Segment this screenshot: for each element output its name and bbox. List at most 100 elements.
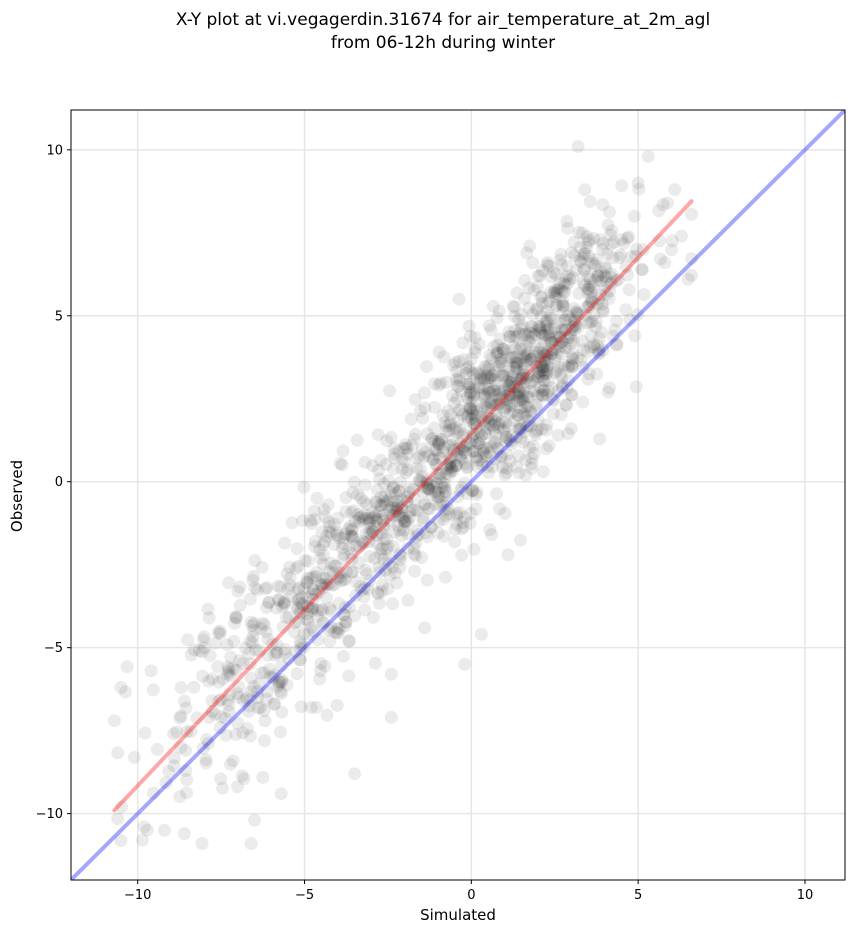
data-point <box>114 834 128 848</box>
data-point <box>202 674 216 688</box>
data-point <box>481 415 495 429</box>
data-point <box>348 767 362 781</box>
data-point <box>568 249 582 263</box>
data-point <box>180 786 194 800</box>
data-point <box>443 456 457 470</box>
data-point <box>396 511 410 525</box>
data-point <box>491 441 505 455</box>
data-point <box>468 413 482 427</box>
data-point <box>549 298 563 312</box>
data-point <box>412 449 426 463</box>
data-point <box>389 487 403 501</box>
data-point <box>127 750 141 764</box>
data-point <box>177 694 191 708</box>
data-point <box>396 511 410 525</box>
data-point <box>432 486 446 500</box>
data-point <box>211 660 225 674</box>
data-point <box>291 582 305 596</box>
data-point <box>483 349 497 363</box>
data-point <box>463 377 477 391</box>
data-point <box>501 388 515 402</box>
data-point <box>492 385 506 399</box>
data-point <box>422 482 436 496</box>
data-point <box>455 480 469 494</box>
data-point <box>296 514 310 528</box>
data-point <box>366 610 380 624</box>
data-point <box>482 319 496 333</box>
data-point <box>551 428 565 442</box>
data-point <box>261 596 275 610</box>
data-point <box>577 248 591 262</box>
data-point <box>492 420 506 434</box>
data-point <box>451 413 465 427</box>
data-point <box>383 384 397 398</box>
data-point <box>459 362 473 376</box>
data-point <box>374 547 388 561</box>
data-point <box>441 439 455 453</box>
data-point <box>438 485 452 499</box>
data-point <box>251 701 265 715</box>
data-point <box>353 580 367 594</box>
data-point <box>501 419 515 433</box>
data-point <box>274 687 288 701</box>
data-point <box>383 514 397 528</box>
data-point <box>550 363 564 377</box>
data-point <box>479 397 493 411</box>
data-point <box>377 521 391 535</box>
data-point <box>553 368 567 382</box>
data-point <box>498 382 512 396</box>
data-point <box>583 340 597 354</box>
data-point <box>392 444 406 458</box>
data-point <box>589 252 603 266</box>
data-point <box>509 350 523 364</box>
data-point <box>444 464 458 478</box>
data-point <box>348 514 362 528</box>
data-point <box>329 559 343 573</box>
data-point <box>449 373 463 387</box>
data-point <box>431 434 445 448</box>
data-point <box>494 355 508 369</box>
data-point <box>520 349 534 363</box>
data-point <box>406 483 420 497</box>
data-point <box>205 705 219 719</box>
data-point <box>514 422 528 436</box>
data-point <box>604 270 618 284</box>
data-point <box>370 536 384 550</box>
data-point <box>466 444 480 458</box>
data-point <box>516 389 530 403</box>
data-point <box>358 511 372 525</box>
data-point <box>431 447 445 461</box>
data-point <box>481 372 495 386</box>
data-point <box>487 423 501 437</box>
data-point <box>390 504 404 518</box>
data-point <box>292 581 306 595</box>
data-point <box>421 481 435 495</box>
data-point <box>524 384 538 398</box>
data-point <box>577 278 591 292</box>
data-point <box>237 693 251 707</box>
data-point <box>496 460 510 474</box>
data-point <box>559 341 573 355</box>
data-point <box>514 371 528 385</box>
data-point <box>445 389 459 403</box>
data-point <box>304 571 318 585</box>
data-point <box>173 711 187 725</box>
data-point <box>229 728 243 742</box>
data-point <box>536 389 550 403</box>
data-point <box>231 584 245 598</box>
data-point <box>489 365 503 379</box>
data-point <box>576 343 590 357</box>
data-point <box>409 549 423 563</box>
x-axis: −10 −5 0 5 10 <box>124 880 813 903</box>
data-point <box>631 176 645 190</box>
data-point <box>508 387 522 401</box>
data-point <box>466 429 480 443</box>
data-point <box>454 449 468 463</box>
data-point <box>516 328 530 342</box>
data-point <box>623 313 637 327</box>
data-point <box>574 255 588 269</box>
data-point <box>236 657 250 671</box>
data-point <box>202 736 216 750</box>
data-point <box>447 442 461 456</box>
